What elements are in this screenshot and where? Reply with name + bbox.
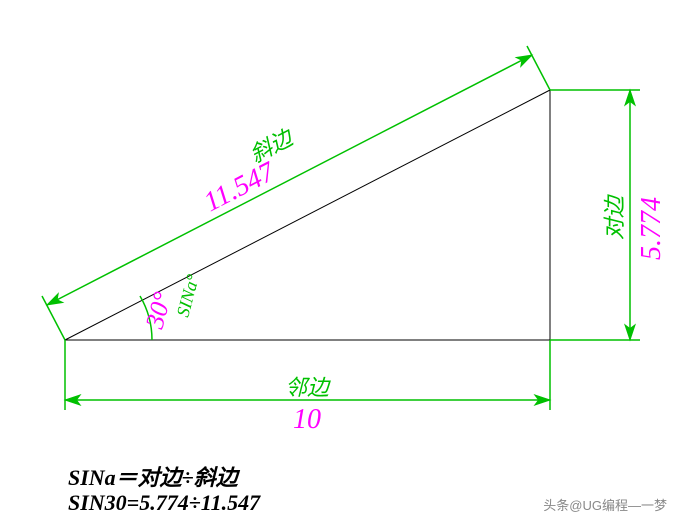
svg-text:SINa°: SINa°: [173, 272, 204, 319]
dim-opposite-value: 5.774: [636, 197, 667, 260]
watermark-text: 头条@UG编程—一梦: [543, 495, 667, 514]
dim-hypotenuse-value: 11.547: [199, 156, 281, 218]
dim-adjacent-name: 邻边: [285, 375, 331, 400]
dim-adjacent-value: 10: [293, 404, 321, 435]
diagram-canvas: 30° SINa° 斜边 11.547 对边 5.774 邻边 10: [0, 0, 687, 532]
dim-hypotenuse-name: 斜边: [246, 124, 298, 167]
triangle: [65, 90, 550, 340]
formula-line1: SINa＝对边÷斜边: [68, 460, 238, 492]
angle-value-label: 30°: [140, 289, 178, 333]
angle-var-label: SINa°: [173, 272, 204, 319]
dim-opposite: 对边 5.774: [550, 90, 667, 340]
formula-line2: SIN30=5.774÷11.547: [68, 490, 260, 516]
svg-text:30°: 30°: [140, 289, 178, 333]
dim-hypotenuse: 斜边 11.547: [42, 46, 550, 340]
dim-adjacent: 邻边 10: [65, 340, 550, 435]
dim-opposite-name: 对边: [602, 194, 627, 240]
